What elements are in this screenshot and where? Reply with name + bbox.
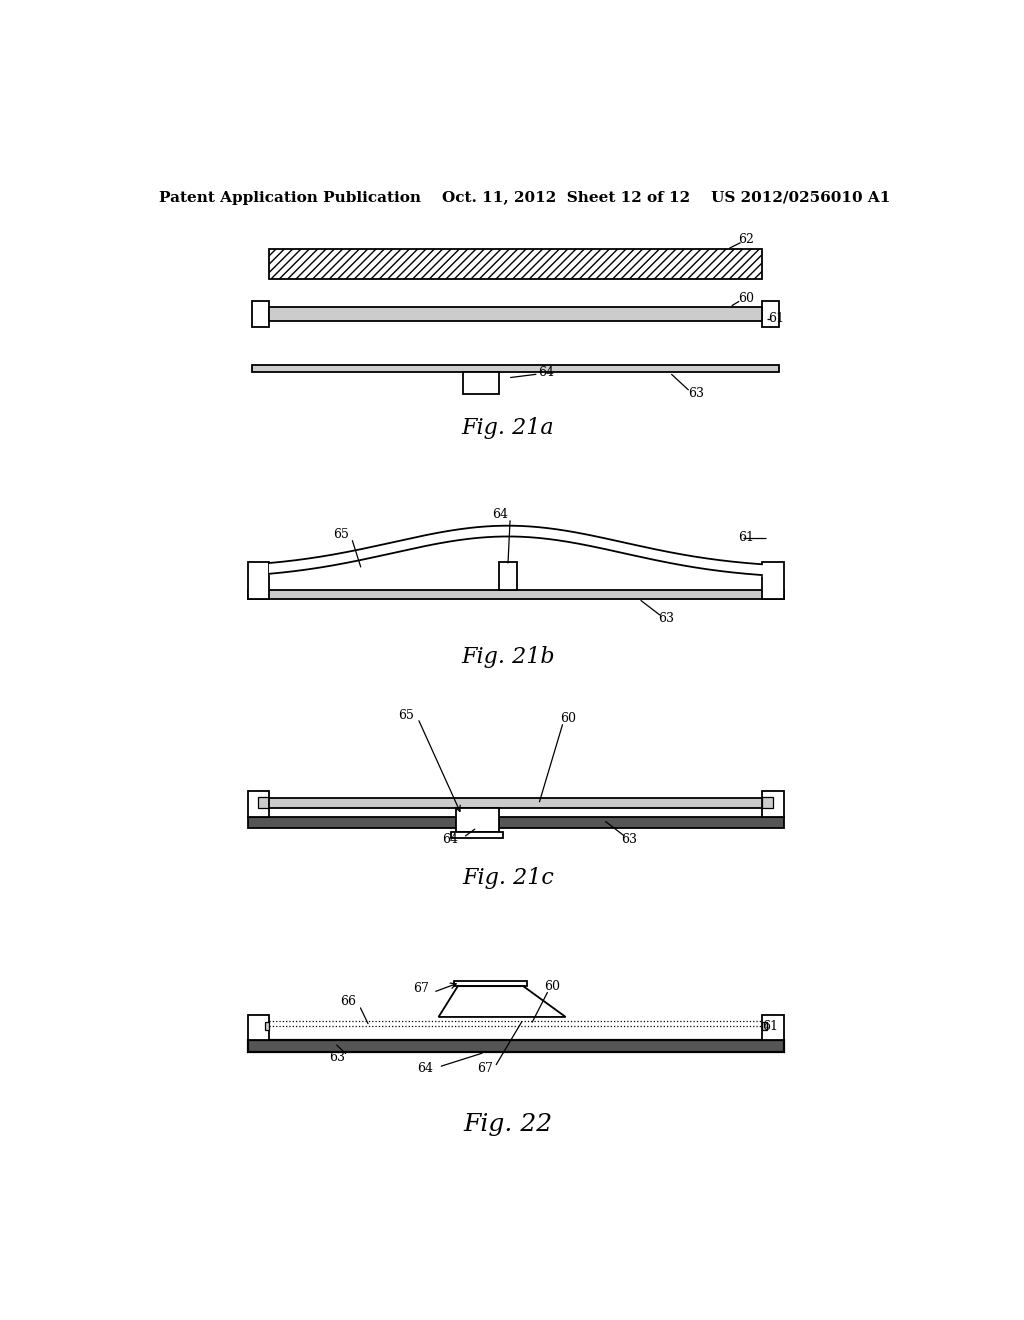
Bar bbox=[463, 372, 499, 393]
Bar bbox=[248, 1015, 269, 1040]
Text: 64: 64 bbox=[417, 1063, 433, 1074]
Text: 64: 64 bbox=[539, 366, 554, 379]
Text: Fig. 22: Fig. 22 bbox=[463, 1113, 552, 1137]
Bar bbox=[762, 1022, 767, 1030]
Text: 63: 63 bbox=[657, 612, 674, 626]
Bar bbox=[762, 791, 783, 817]
Text: Patent Application Publication    Oct. 11, 2012  Sheet 12 of 12    US 2012/02560: Patent Application Publication Oct. 11, … bbox=[159, 191, 891, 206]
Text: 63: 63 bbox=[329, 1051, 345, 1064]
Text: 64: 64 bbox=[442, 833, 458, 846]
Bar bbox=[762, 301, 779, 327]
Bar bbox=[258, 797, 269, 808]
Text: Fig. 21c: Fig. 21c bbox=[462, 867, 554, 890]
Bar bbox=[252, 364, 779, 372]
Bar bbox=[269, 308, 762, 321]
Bar bbox=[248, 1040, 783, 1052]
Bar bbox=[451, 832, 503, 838]
Bar bbox=[269, 249, 762, 279]
Bar bbox=[264, 1022, 269, 1030]
Text: 66: 66 bbox=[340, 995, 355, 1008]
Text: 64: 64 bbox=[493, 508, 508, 520]
Text: 60: 60 bbox=[545, 981, 560, 994]
Bar bbox=[248, 562, 269, 599]
Text: 61: 61 bbox=[768, 312, 783, 325]
Text: 63: 63 bbox=[622, 833, 638, 846]
Text: 62: 62 bbox=[738, 232, 755, 246]
Text: 61: 61 bbox=[738, 531, 755, 544]
Text: Fig. 21a: Fig. 21a bbox=[462, 417, 554, 438]
Text: 65: 65 bbox=[398, 709, 414, 722]
Text: Fig. 21b: Fig. 21b bbox=[461, 647, 555, 668]
Bar bbox=[248, 590, 783, 599]
Bar bbox=[248, 791, 269, 817]
Bar bbox=[454, 981, 527, 986]
Text: 67: 67 bbox=[413, 982, 429, 995]
Text: 60: 60 bbox=[738, 292, 755, 305]
Bar bbox=[456, 808, 499, 832]
Bar bbox=[762, 1015, 783, 1040]
Text: 67: 67 bbox=[477, 1063, 493, 1074]
Bar bbox=[762, 797, 773, 808]
Bar bbox=[248, 817, 783, 828]
Bar bbox=[252, 301, 269, 327]
Text: 63: 63 bbox=[688, 387, 705, 400]
Bar bbox=[499, 562, 517, 590]
Text: 61: 61 bbox=[762, 1020, 777, 1034]
Text: 65: 65 bbox=[333, 528, 349, 541]
Polygon shape bbox=[438, 986, 565, 1016]
Text: 60: 60 bbox=[560, 713, 575, 726]
Bar bbox=[762, 562, 783, 599]
Bar bbox=[269, 799, 762, 808]
